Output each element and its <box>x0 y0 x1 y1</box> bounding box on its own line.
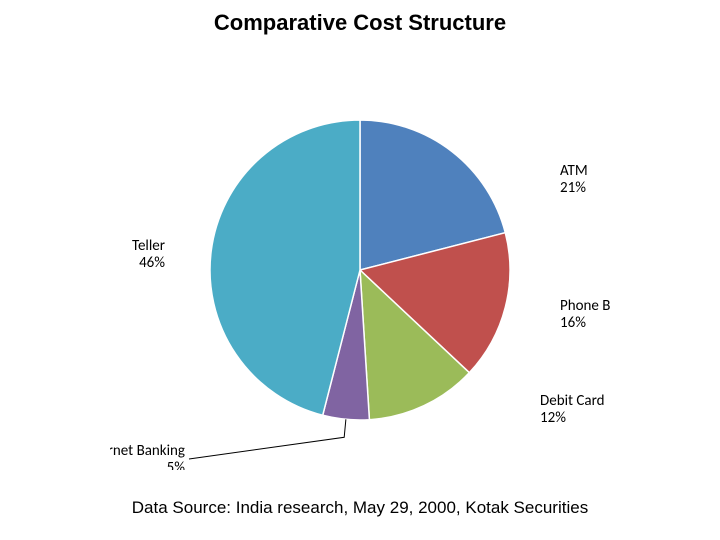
slice-label-debit-card: Debit Card12% <box>540 392 605 427</box>
pie-chart: ATM21% Phone Banking16% Debit Card12% Inter… <box>110 70 610 470</box>
data-source-footer: Data Source: India research, May 29, 200… <box>0 498 720 518</box>
leader-line <box>189 419 346 459</box>
slice-label-teller: Teller46% <box>132 237 165 272</box>
slice-label-internet-banking: Internet Banking5% <box>110 442 185 470</box>
slice-label-phone-banking: Phone Banking16% <box>560 297 610 332</box>
slice-label-atm: ATM21% <box>560 162 588 197</box>
chart-title: Comparative Cost Structure <box>0 10 720 36</box>
